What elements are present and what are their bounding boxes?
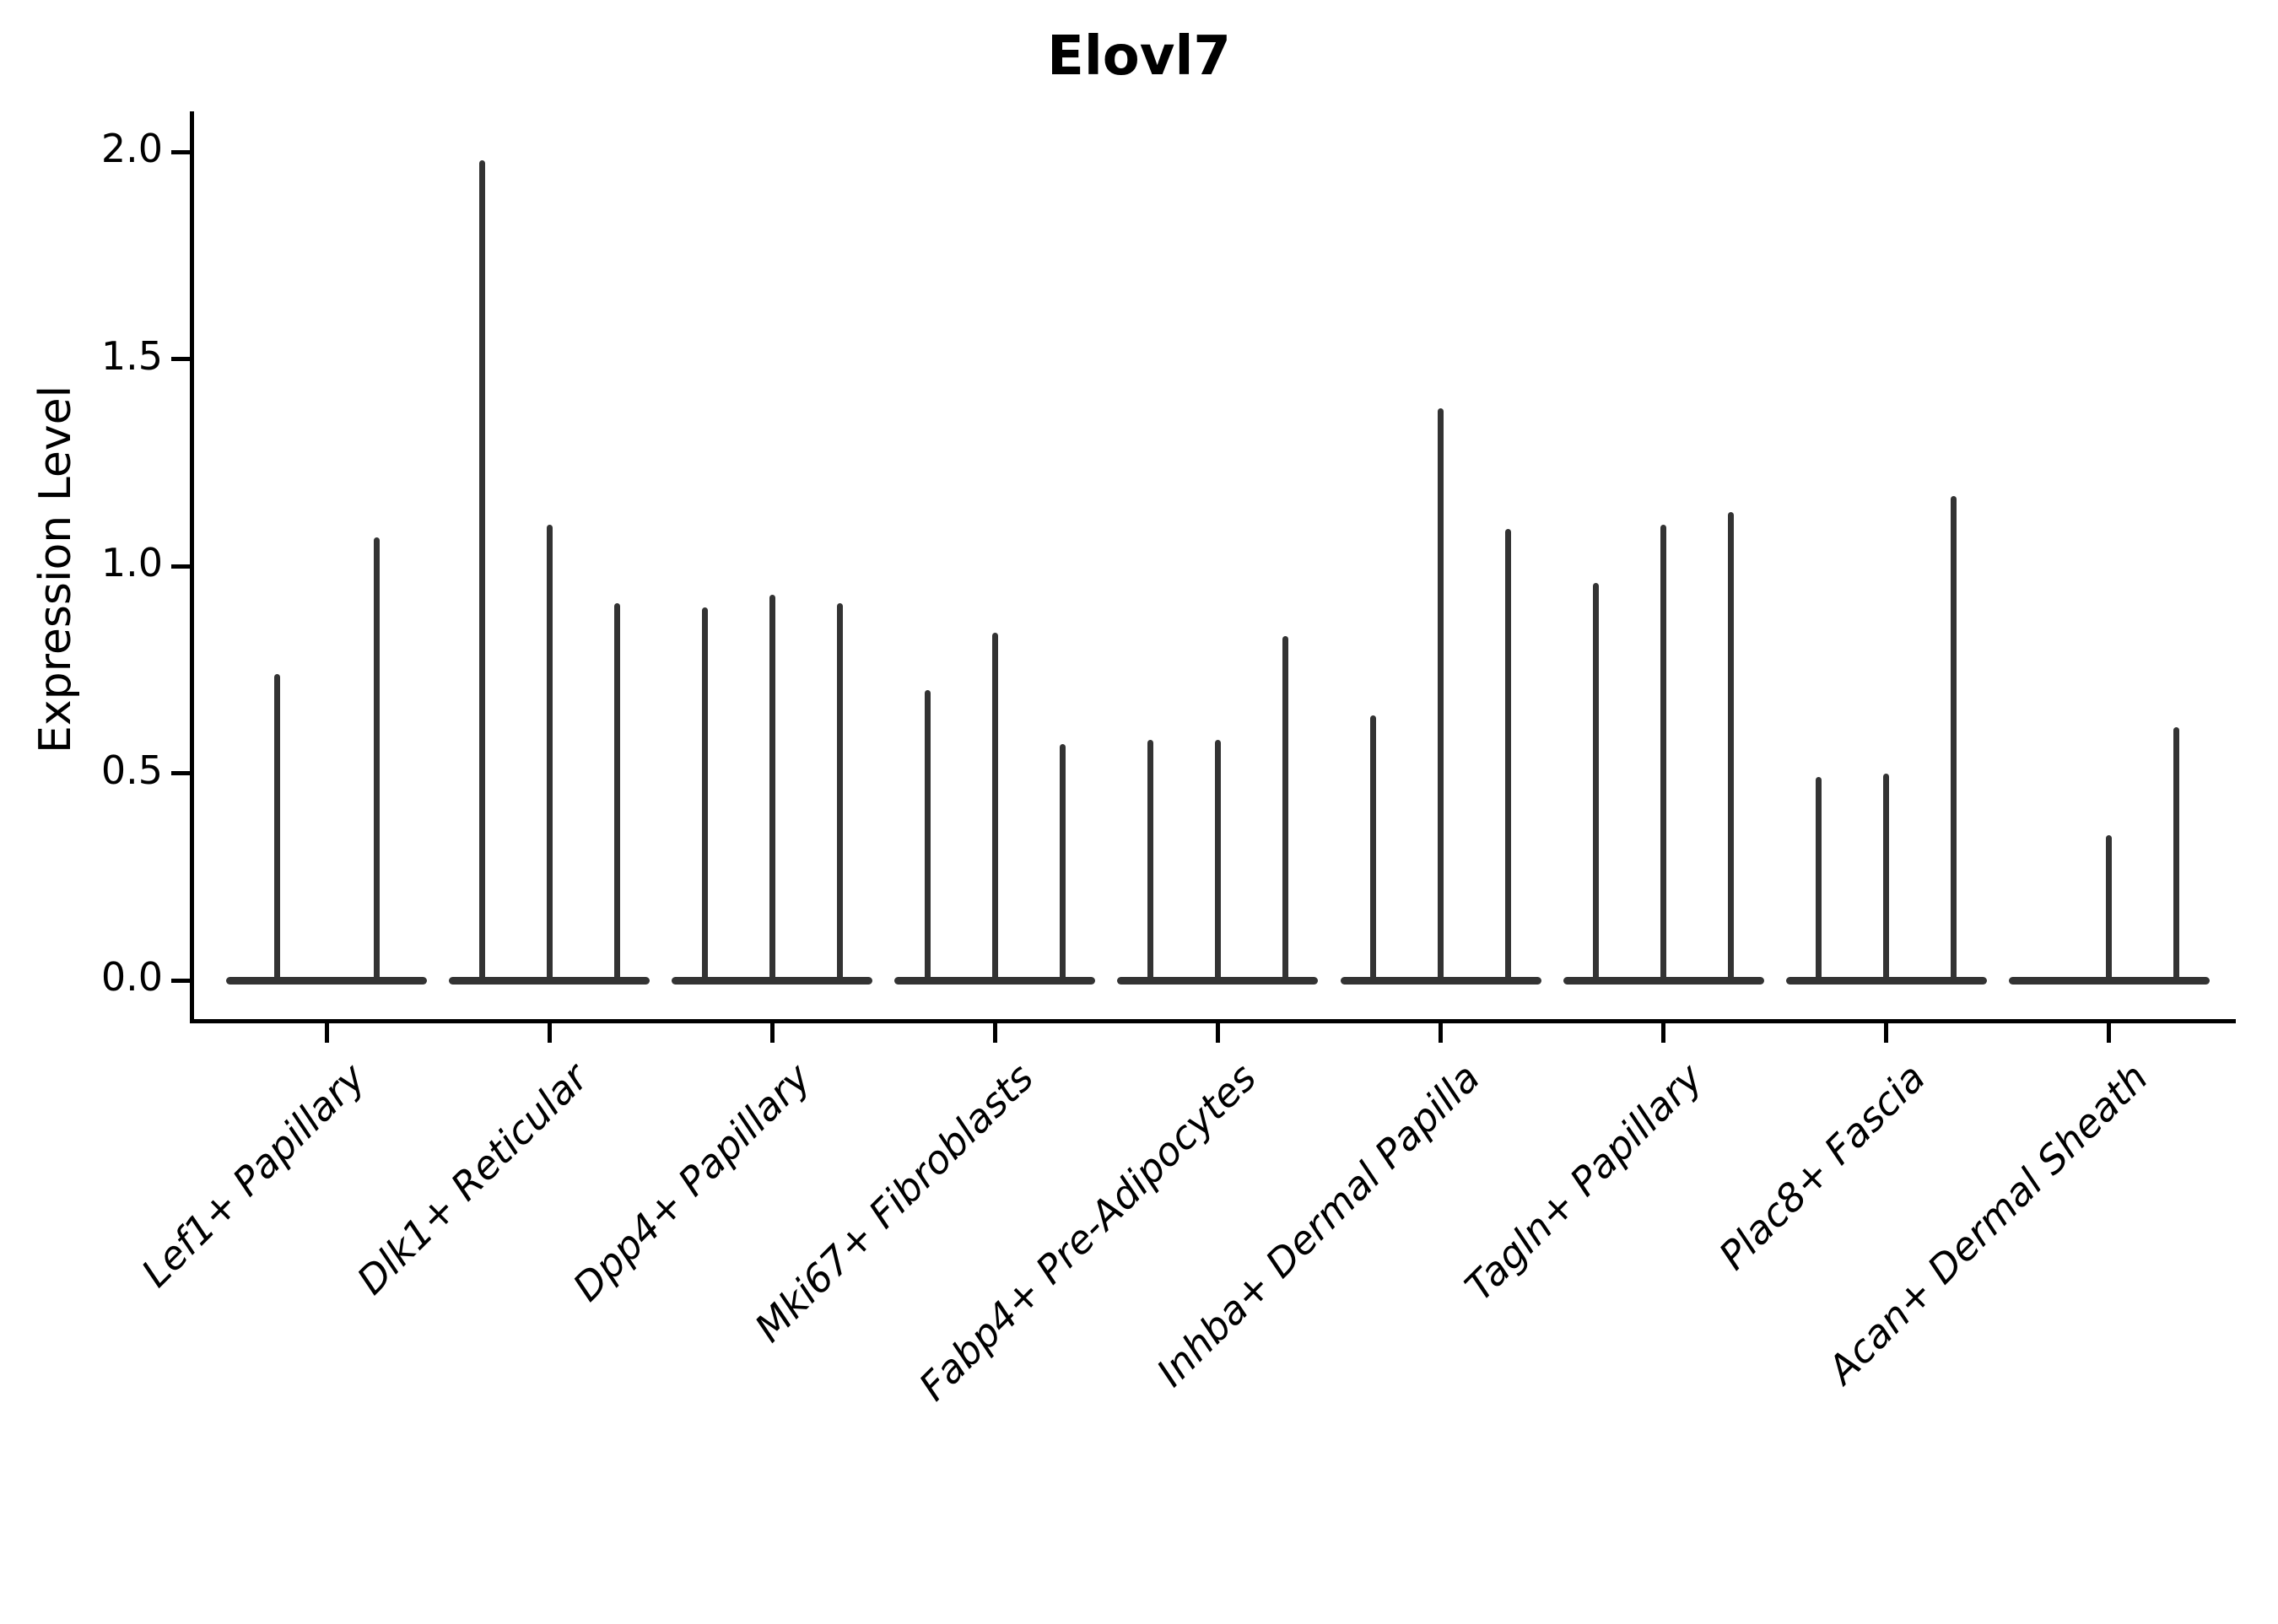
violin-spike bbox=[701, 607, 708, 984]
violin-spike bbox=[1370, 715, 1376, 984]
y-tick-mark bbox=[171, 978, 192, 983]
violin-spike bbox=[613, 603, 620, 984]
y-tick-label: 0.0 bbox=[100, 954, 163, 1000]
violin-plot-figure: Elovl7 Expression Level 0.0 0.5 1.0 1.5 2.0 L… bbox=[30, 25, 2236, 1410]
y-tick-label: 2.0 bbox=[100, 126, 163, 171]
y-tick-label: 1.0 bbox=[100, 540, 163, 585]
violin-spike bbox=[273, 673, 280, 984]
x-tick-mark bbox=[1439, 1023, 1443, 1043]
violin-spike bbox=[373, 537, 380, 984]
y-tick-mark bbox=[171, 357, 192, 361]
violin-group-baseline bbox=[226, 976, 427, 985]
x-tick-mark bbox=[769, 1023, 775, 1043]
violin-spike bbox=[924, 690, 931, 984]
violin-spike bbox=[1505, 528, 1511, 984]
violin-spike bbox=[1883, 773, 1890, 984]
violin-spike bbox=[546, 524, 553, 984]
x-tick-mark bbox=[1661, 1023, 1666, 1043]
violin-spike bbox=[836, 603, 843, 984]
violin-spike bbox=[1282, 636, 1288, 984]
violin-spike bbox=[2173, 727, 2180, 984]
violin-spike bbox=[1728, 512, 1735, 984]
y-tick-mark bbox=[171, 564, 192, 569]
violin-spike bbox=[1660, 524, 1667, 984]
x-tick-mark bbox=[547, 1023, 552, 1043]
violin-spike bbox=[478, 159, 485, 984]
x-axis-spine bbox=[190, 1019, 2236, 1023]
violin-spike bbox=[1951, 495, 1957, 984]
x-tick-mark bbox=[992, 1023, 997, 1043]
y-tick-label: 0.5 bbox=[100, 747, 163, 793]
chart-title: Elovl7 bbox=[1047, 25, 1231, 88]
violin-spike bbox=[769, 595, 775, 984]
x-tick-mark bbox=[2107, 1023, 2112, 1043]
violin-spike bbox=[1438, 408, 1444, 984]
x-tick-mark bbox=[324, 1023, 329, 1043]
x-tick-mark bbox=[1884, 1023, 1889, 1043]
y-tick-mark bbox=[171, 771, 192, 775]
y-tick-label: 1.5 bbox=[100, 332, 163, 379]
x-tick-mark bbox=[1215, 1023, 1220, 1043]
y-tick-mark bbox=[171, 149, 192, 154]
violin-spike bbox=[991, 632, 998, 984]
violin-spike bbox=[1593, 582, 1600, 984]
violin-spike bbox=[1214, 740, 1221, 984]
violin-spike bbox=[1816, 777, 1822, 984]
violin-spike bbox=[2106, 835, 2113, 984]
violin-spike bbox=[1147, 740, 1153, 984]
violin-spike bbox=[1059, 744, 1066, 984]
